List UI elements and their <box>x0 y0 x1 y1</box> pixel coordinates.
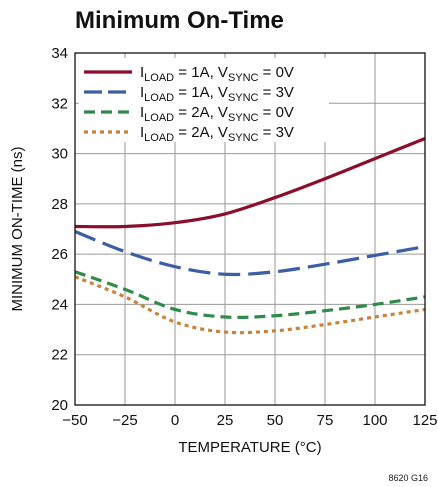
x-tick-label: 50 <box>267 412 284 429</box>
x-tick-label: 100 <box>362 412 387 429</box>
x-tick-label: 125 <box>412 412 437 429</box>
y-axis-label: MINIMUM ON-TIME (ns) <box>9 147 26 312</box>
chart-title: Minimum On-Time <box>75 7 284 34</box>
y-tick-label: 22 <box>51 347 68 364</box>
figure-id: 8620 G16 <box>388 473 428 483</box>
series-line-2 <box>74 230 426 277</box>
y-tick-label: 32 <box>51 95 68 112</box>
legend-label-4: ILOAD = 2A, VSYNC = 3V <box>140 124 294 144</box>
series-layer <box>74 137 426 335</box>
x-axis-label: TEMPERATURE (°C) <box>178 439 321 456</box>
legend-label-1: ILOAD = 1A, VSYNC = 0V <box>140 64 294 84</box>
y-tick-label: 28 <box>51 196 68 213</box>
y-tick-labels: 20 22 24 26 28 30 32 34 <box>51 45 68 414</box>
series-line-3 <box>74 270 426 319</box>
x-tick-label: −25 <box>112 412 137 429</box>
series-line-1 <box>74 137 426 229</box>
series-line-4 <box>74 275 426 335</box>
x-tick-label: 25 <box>217 412 234 429</box>
y-tick-label: 24 <box>51 296 68 313</box>
x-tick-label: −50 <box>62 412 87 429</box>
x-tick-label: 75 <box>317 412 334 429</box>
y-tick-label: 26 <box>51 246 68 263</box>
y-tick-label: 34 <box>51 45 68 62</box>
plot-frame <box>74 52 426 406</box>
y-tick-label: 20 <box>51 397 68 414</box>
legend-label-2: ILOAD = 1A, VSYNC = 3V <box>140 84 294 104</box>
y-tick-label: 30 <box>51 146 68 163</box>
legend-label-3: ILOAD = 2A, VSYNC = 0V <box>140 104 294 124</box>
x-tick-labels: −50 −25 0 25 50 75 100 125 <box>62 412 437 429</box>
x-tick-label: 0 <box>171 412 179 429</box>
